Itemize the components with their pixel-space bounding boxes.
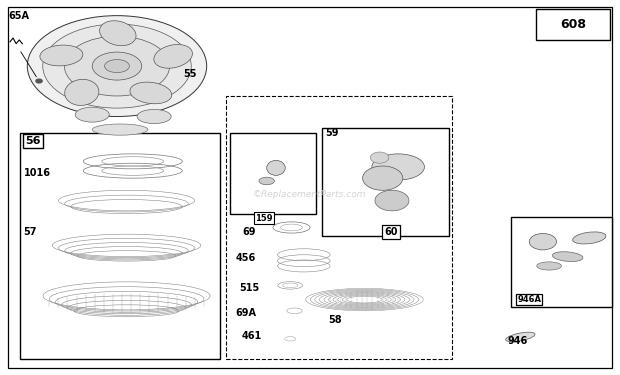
Circle shape: [370, 152, 389, 163]
Ellipse shape: [537, 262, 562, 270]
Text: 946A: 946A: [517, 295, 541, 304]
Bar: [20, 134, 220, 359]
Text: 56: 56: [25, 136, 41, 146]
Ellipse shape: [372, 154, 425, 180]
Ellipse shape: [573, 232, 606, 244]
Bar: [229, 134, 316, 214]
Text: 57: 57: [24, 227, 37, 237]
Text: ©ReplacementParts.com: ©ReplacementParts.com: [253, 190, 367, 200]
Text: 608: 608: [560, 18, 586, 31]
Ellipse shape: [130, 82, 172, 104]
Ellipse shape: [154, 45, 192, 68]
Ellipse shape: [43, 24, 191, 108]
Ellipse shape: [40, 45, 83, 66]
Ellipse shape: [92, 52, 142, 80]
Text: 60: 60: [384, 227, 398, 237]
Text: 59: 59: [326, 128, 339, 138]
Bar: [511, 217, 612, 307]
Ellipse shape: [137, 110, 171, 124]
Ellipse shape: [92, 124, 148, 135]
Text: 1016: 1016: [24, 168, 51, 177]
Ellipse shape: [75, 107, 109, 122]
Ellipse shape: [506, 332, 535, 342]
Ellipse shape: [259, 177, 275, 185]
Circle shape: [529, 234, 557, 250]
Text: 456: 456: [236, 253, 256, 263]
Text: 69: 69: [242, 227, 255, 237]
Ellipse shape: [552, 252, 583, 261]
Ellipse shape: [105, 60, 130, 73]
Ellipse shape: [363, 166, 403, 190]
Text: 461: 461: [242, 331, 262, 341]
Text: 55: 55: [183, 69, 197, 78]
Text: 159: 159: [255, 214, 272, 223]
Bar: [226, 96, 452, 359]
Text: 65A: 65A: [8, 11, 29, 21]
Text: 69A: 69A: [236, 308, 257, 318]
Text: 58: 58: [329, 315, 342, 325]
Ellipse shape: [64, 36, 170, 96]
Bar: [536, 9, 610, 40]
Circle shape: [36, 79, 42, 83]
Ellipse shape: [100, 21, 136, 46]
Text: 515: 515: [239, 284, 260, 293]
Ellipse shape: [64, 80, 99, 105]
Bar: [322, 128, 449, 236]
Ellipse shape: [267, 160, 285, 176]
Text: 946: 946: [508, 336, 528, 346]
Ellipse shape: [27, 16, 206, 117]
Ellipse shape: [375, 190, 409, 211]
